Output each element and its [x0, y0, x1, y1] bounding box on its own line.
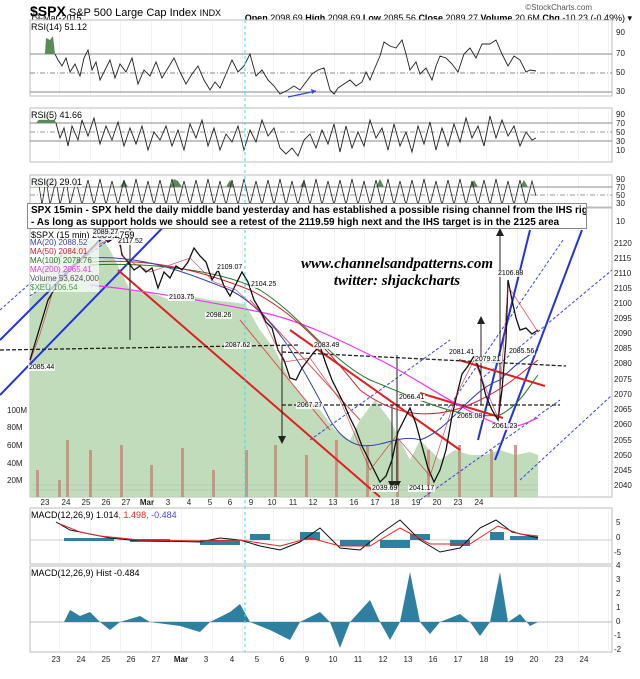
ma-legend: MA(20) 2088.52 MA(50) 2084.01 MA(100) 20… [30, 238, 99, 292]
note-line-2: - As long as support holds we should see… [31, 217, 560, 228]
rsi14-tick: 70 [616, 49, 625, 58]
low-value: 2085.56 [383, 13, 416, 23]
rsi5-tick: 90 [616, 110, 625, 119]
watermark: www.channelsandpatterns.com twitter: shj… [272, 256, 522, 290]
rsi5-tick: 10 [616, 146, 625, 155]
macd-tick: -5 [614, 548, 622, 557]
price-panel [0, 207, 613, 501]
close-value: 2089.27 [445, 13, 479, 23]
annotation: 2098.26 [205, 312, 233, 319]
annotation: 2066.41 [398, 394, 426, 401]
index-name: S&P 500 Large Cap Index [68, 7, 197, 19]
volume-value: 20.6M [514, 13, 540, 23]
rsi5-tick: 70 [616, 119, 625, 128]
rsi14-tick: 50 [616, 68, 625, 77]
annotation: 2087.62 [224, 342, 252, 349]
note-line-1: SPX 15min - SPX held the daily middle ba… [31, 205, 586, 216]
annotation: 2117.52 [117, 238, 144, 245]
rsi5-tick: 30 [616, 137, 625, 146]
annotation: 2067.27 [296, 402, 324, 409]
annotation: 2089.27 [92, 229, 120, 236]
annotation: 2081.41 [448, 349, 476, 356]
watermark-twitter: twitter: shjackcharts [333, 273, 461, 289]
rsi2-tick: 90 [616, 175, 625, 184]
rsi2-tick: 10 [616, 217, 625, 226]
watermark-url: www.channelsandpatterns.com [301, 256, 493, 272]
legend-volume: Volume 53,624,000 [30, 274, 99, 283]
rsi14-label: RSI(14) 51.12 [31, 22, 88, 32]
price-label: $SPX (15 min) 2089.2759 [31, 230, 135, 240]
legend-ma20: MA(20) 2088.52 [30, 238, 88, 247]
annotation: 2109.07 [216, 264, 244, 271]
annotation: 2079.21 [474, 356, 502, 363]
chart-title: $SPX S&P 500 Large Cap Index INDX [30, 3, 221, 19]
annotation: 2104.25 [250, 281, 278, 288]
rsi2-tick: 30 [616, 199, 625, 208]
high-value: 2098.69 [327, 13, 361, 23]
annotation: 2085.56 [508, 348, 536, 355]
open-value: 2098.69 [270, 13, 303, 23]
rsi14-tick: 30 [616, 87, 625, 96]
macd-hist-panel [29, 565, 613, 653]
annotation: 2083.49 [313, 342, 341, 349]
rsi5-label: RSI(5) 41.66 [31, 110, 83, 120]
quote-bar: Open 2098.69 High 2098.69 Low 2085.56 Cl… [244, 13, 632, 23]
rsi2-tick: 50 [616, 191, 625, 200]
annotation: 2041.17 [408, 485, 436, 492]
macd-hist-label: MACD(12,26,9) Hist -0.484 [31, 568, 140, 578]
annotation: 2085.44 [28, 364, 56, 371]
annotation: 2039.69 [371, 485, 399, 492]
annotation: 2103.75 [168, 294, 196, 301]
annotation: 2065.08 [456, 413, 484, 420]
legend-ma50: MA(50) 2084.01 [30, 247, 88, 256]
rsi2-label: RSI(2) 29.01 [31, 177, 83, 187]
macd-tick: 5 [616, 518, 621, 527]
legend-ma100: MA(100) 2078.76 [30, 256, 92, 265]
exchange: INDX [199, 8, 222, 18]
rsi5-panel [29, 107, 613, 163]
brand: ©StockCharts.com [525, 3, 592, 12]
symbol: $SPX [30, 3, 66, 19]
change-value[interactable]: -10.23 (-0.49%) ▾ [562, 13, 632, 23]
rsi14-tick: 90 [616, 28, 625, 37]
rsi5-tick: 50 [616, 128, 625, 137]
legend-ma200: MA(200) 2065.41 [30, 265, 92, 274]
annotation: 2106.88 [497, 270, 525, 277]
analysis-note: SPX 15min - SPX held the daily middle ba… [27, 203, 587, 229]
macd-tick: 0 [616, 533, 621, 542]
legend-xeu: $XEU 106.54 [30, 283, 78, 292]
rsi2-tick: 70 [616, 183, 625, 192]
macd-label: MACD(12,26,9) 1.014, 1.498, -0.484 [31, 510, 177, 520]
annotation: 2061.23 [491, 423, 519, 430]
macd-panel [29, 507, 613, 565]
rsi2-panel [29, 174, 613, 208]
rsi14-panel [29, 19, 613, 98]
chart-date: 19-Mar-2015 [30, 13, 82, 23]
